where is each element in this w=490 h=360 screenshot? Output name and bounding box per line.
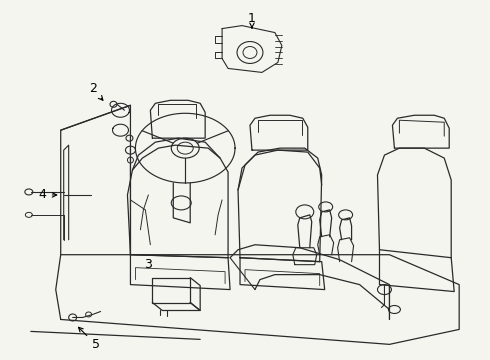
Text: 4: 4 [39,188,57,202]
Text: 1: 1 [248,12,256,28]
Text: 2: 2 [89,82,103,100]
Text: 5: 5 [78,327,99,351]
Text: 3: 3 [145,258,152,271]
